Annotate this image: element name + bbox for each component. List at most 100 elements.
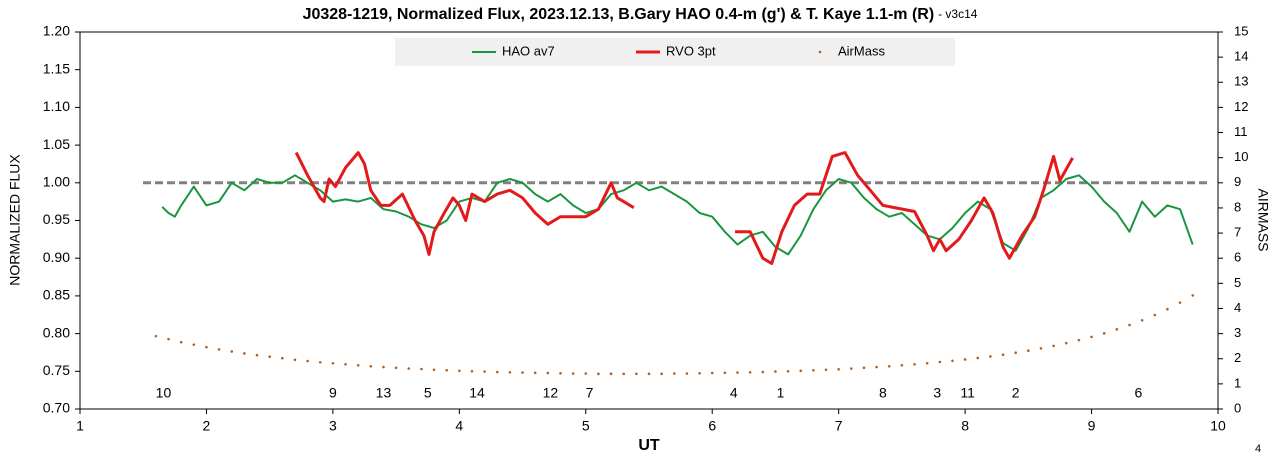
series-line — [294, 151, 1074, 265]
y-tick-label: 0.85 — [43, 287, 70, 303]
airmass-point — [799, 369, 803, 373]
airmass-point — [660, 372, 663, 376]
x-tick-label: 9 — [1088, 418, 1096, 434]
annotation: 14 — [469, 385, 485, 401]
airmass-point — [774, 370, 777, 373]
series-line — [161, 174, 1194, 256]
x-tick-label: 3 — [329, 418, 337, 434]
y2-tick-label: 10 — [1234, 149, 1248, 164]
airmass-point — [356, 363, 360, 367]
airmass-point — [938, 360, 942, 364]
airmass-point — [432, 368, 436, 372]
y-tick-label: 0.80 — [43, 324, 70, 340]
annotation: 12 — [543, 385, 559, 401]
airmass-point — [812, 368, 815, 372]
airmass-point — [963, 358, 967, 361]
airmass-point — [407, 367, 411, 370]
y-axis-label: NORMALIZED FLUX — [7, 154, 23, 286]
legend-swatch — [818, 50, 822, 54]
airmass-point — [281, 356, 284, 360]
plot-frame — [79, 31, 1219, 410]
airmass-point — [723, 371, 727, 375]
legend-label: RVO 3pt — [666, 43, 716, 58]
x-tick-label: 2 — [203, 418, 211, 434]
airmass-point — [167, 337, 170, 341]
airmass-point — [445, 368, 448, 372]
airmass-point — [1064, 341, 1068, 345]
airmass-point — [875, 365, 878, 369]
airmass-point — [154, 334, 158, 338]
airmass-point — [736, 371, 739, 374]
annotation: 8 — [879, 385, 887, 401]
y2-tick-label: 1 — [1234, 375, 1241, 390]
chart-title-group: J0328-1219, Normalized Flux, 2023.12.13,… — [303, 6, 978, 24]
airmass-point — [521, 371, 524, 374]
annotation: 10 — [156, 385, 172, 401]
y2-tick-label: 8 — [1234, 199, 1241, 214]
airmass-point — [1166, 307, 1169, 311]
x-axis-label: UT — [638, 437, 660, 454]
x-tick-label: 7 — [835, 418, 843, 434]
y2-tick-label: 4 — [1234, 300, 1241, 315]
y2-tick-label: 3 — [1234, 325, 1241, 340]
x-tick-label: 10 — [1210, 418, 1226, 434]
y2-tick-label: 5 — [1234, 275, 1241, 290]
annotation: 7 — [586, 385, 594, 401]
airmass-point — [243, 352, 246, 355]
airmass-point — [887, 364, 891, 368]
y2-tick-label: 15 — [1234, 23, 1248, 38]
x-tick-label: 8 — [961, 418, 969, 434]
airmass-point — [420, 367, 423, 371]
annotation: 13 — [376, 385, 392, 401]
chart-title: J0328-1219, Normalized Flux, 2023.12.13,… — [303, 6, 935, 23]
airmass-point — [331, 361, 335, 365]
annotation: 2 — [1012, 385, 1020, 401]
airmass-point — [989, 355, 992, 358]
airmass-point — [369, 364, 373, 368]
airmass-point — [205, 345, 208, 349]
airmass-point — [495, 370, 499, 374]
airmass-point — [862, 366, 866, 370]
airmass-point — [533, 371, 537, 375]
y2-tick-label: 7 — [1234, 225, 1241, 240]
airmass-point — [635, 372, 638, 376]
y-tick-label: 1.00 — [43, 174, 70, 190]
airmass-point — [1128, 323, 1131, 327]
airmass-point — [483, 370, 486, 373]
airmass-point — [192, 343, 196, 346]
airmass-point — [609, 372, 613, 376]
airmass-point — [230, 350, 234, 353]
y2-tick-label: 11 — [1234, 124, 1248, 139]
airmass-point — [925, 361, 929, 365]
airmass-point — [470, 370, 474, 373]
airmass-point — [748, 371, 752, 374]
airmass-point — [1090, 335, 1093, 339]
airmass-point — [458, 369, 461, 373]
airmass-point — [571, 372, 575, 375]
annotation: 4 — [730, 385, 738, 401]
airmass-point — [255, 353, 259, 357]
airmass-point — [382, 365, 385, 369]
airmass-point — [951, 359, 954, 363]
airmass-point — [761, 370, 765, 374]
airmass-point — [710, 371, 714, 375]
x-tick-label: 1 — [76, 418, 84, 434]
y2-tick-label: 2 — [1234, 350, 1241, 365]
airmass-point — [306, 359, 309, 363]
airmass-point — [647, 372, 651, 376]
airmass-point — [672, 372, 676, 375]
airmass-point — [584, 372, 588, 375]
airmass-point — [622, 372, 626, 376]
y2-tick-label: 13 — [1234, 74, 1248, 89]
airmass-point — [394, 366, 398, 370]
airmass-point — [837, 367, 840, 371]
airmass-point — [1153, 313, 1157, 317]
y2-tick-label: 12 — [1234, 99, 1248, 114]
legend-label: AirMass — [838, 43, 885, 58]
y2-tick-label: 9 — [1234, 174, 1241, 189]
y-tick-label: 0.70 — [43, 400, 70, 416]
y-tick-label: 1.05 — [43, 136, 70, 152]
y-tick-label: 1.10 — [43, 98, 70, 114]
airmass-point — [179, 340, 183, 344]
